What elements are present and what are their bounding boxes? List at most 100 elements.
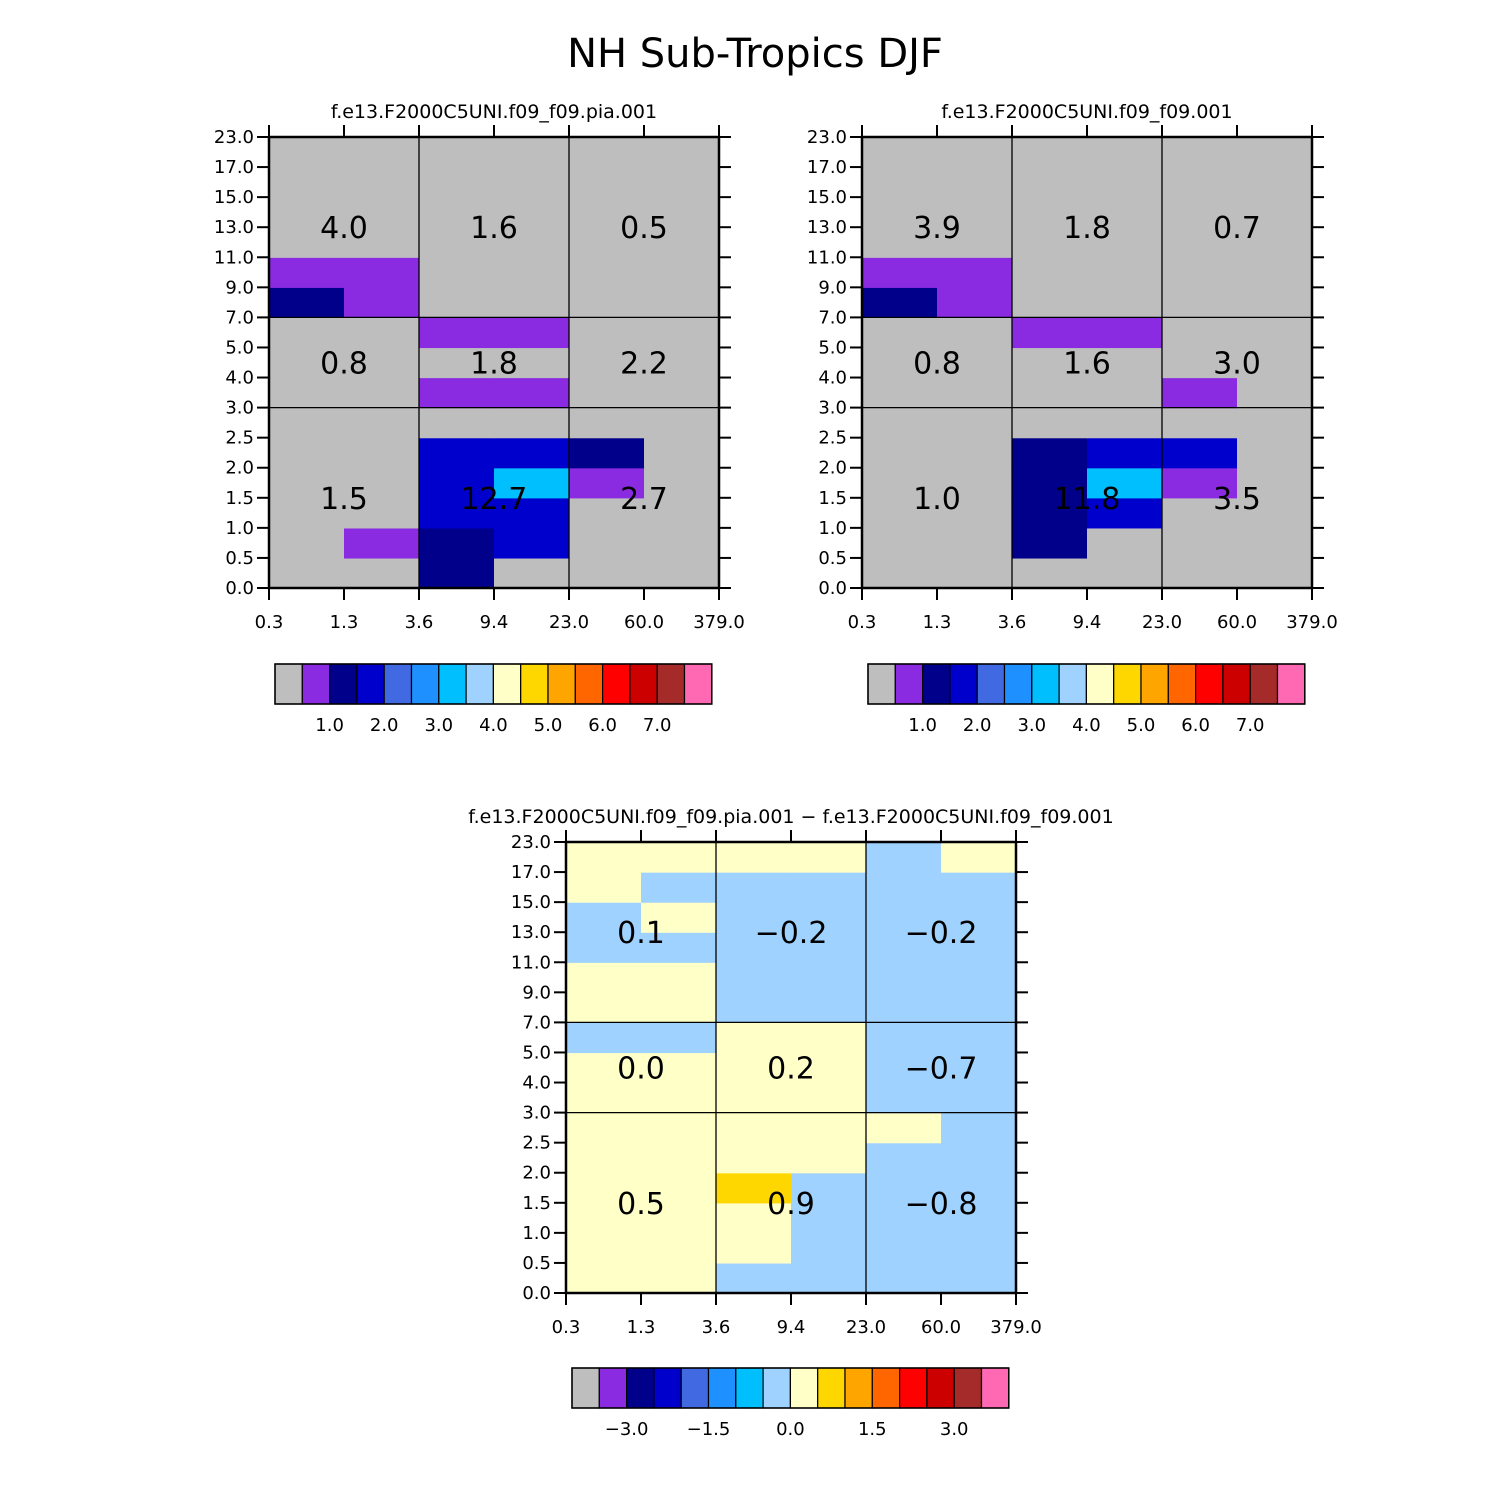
heatmap-cell — [494, 137, 570, 168]
heatmap-cell — [344, 197, 420, 228]
heatmap-cell — [866, 1022, 942, 1054]
heatmap-cell — [941, 1202, 1017, 1234]
heatmap-cell — [941, 902, 1017, 933]
heatmap-cell — [1012, 407, 1088, 439]
y-tick-label: 7.0 — [818, 307, 847, 328]
cell-value-label: 0.5 — [620, 211, 668, 246]
heatmap-cell — [494, 497, 570, 529]
heatmap-cell — [1087, 407, 1163, 439]
y-tick-label: 13.0 — [214, 217, 254, 238]
heatmap-cell — [494, 167, 570, 198]
colorbar-box — [762, 1367, 791, 1409]
heatmap-cell — [569, 527, 645, 559]
heatmap-cell — [1012, 167, 1088, 198]
colorbar-label: −1.5 — [687, 1419, 731, 1440]
heatmap-cell — [937, 527, 1013, 559]
heatmap-cell — [1012, 497, 1088, 529]
panel-3: f.e13.F2000C5UNI.f09_f09.pia.001 − f.e13… — [468, 806, 1113, 1440]
heatmap-cell — [269, 197, 345, 228]
heatmap-cell — [641, 1232, 717, 1264]
heatmap-cell — [866, 902, 942, 933]
heatmap-cell — [937, 557, 1013, 589]
heatmap-cell — [344, 527, 420, 559]
heatmap-cell — [1237, 227, 1313, 258]
colorbar-box — [274, 663, 303, 705]
heatmap-cell — [1087, 317, 1163, 349]
heatmap-cell — [862, 497, 938, 529]
colorbar-box — [1276, 663, 1306, 705]
heatmap-cell — [1162, 527, 1238, 559]
cell-value-label: 1.8 — [470, 347, 518, 382]
heatmap-cell — [644, 287, 720, 318]
heatmap-cell — [269, 527, 345, 559]
heatmap-cell — [941, 932, 1017, 963]
y-tick-label: 23.0 — [511, 832, 551, 853]
heatmap-cell — [569, 497, 645, 529]
colorbar-label: 6.0 — [588, 715, 617, 736]
heatmap-cell — [862, 137, 938, 168]
heatmap-cell — [716, 1142, 792, 1174]
heatmap-cell — [1162, 437, 1238, 469]
heatmap-cell — [791, 1142, 867, 1174]
heatmap-cell — [716, 992, 792, 1023]
heatmap-cell — [566, 962, 642, 993]
y-tick-label: 13.0 — [511, 922, 551, 943]
figure-title: NH Sub-Tropics DJF — [567, 31, 943, 77]
colorbar: −3.0 −1.5 0.0 1.5 3.0 — [571, 1367, 1010, 1440]
heatmap-cell — [419, 167, 495, 198]
heatmap-cell — [419, 137, 495, 168]
y-tick-label: 3.0 — [522, 1103, 551, 1124]
colorbar-box — [1031, 663, 1060, 705]
heatmap-cell — [569, 437, 645, 469]
heatmap-cell — [791, 1082, 867, 1114]
colorbar-box — [926, 1367, 955, 1409]
heatmap-cell — [569, 347, 645, 379]
heatmap-cell — [641, 1112, 717, 1144]
heatmap-cell — [566, 1262, 642, 1294]
x-tick-label: 60.0 — [921, 1317, 961, 1338]
cell-value-label: 1.8 — [1063, 211, 1111, 246]
heatmap-cell — [419, 227, 495, 258]
heatmap-cell — [1162, 197, 1238, 228]
heatmap-cell — [269, 257, 345, 288]
colorbar-box — [953, 1367, 983, 1409]
y-tick-label: 2.0 — [522, 1163, 551, 1184]
heatmap-cell — [862, 287, 938, 318]
heatmap-cell — [269, 377, 345, 409]
y-tick-label: 2.0 — [225, 458, 254, 479]
heatmap-cell — [569, 317, 645, 349]
y-tick-label: 7.0 — [225, 307, 254, 328]
heatmap-cell — [569, 257, 645, 288]
heatmap-cell — [419, 287, 495, 318]
heatmap-cell — [566, 932, 642, 963]
heatmap-cell — [641, 872, 717, 903]
y-tick-label: 1.5 — [522, 1193, 551, 1214]
heatmap-cell — [941, 1172, 1017, 1204]
heatmap-cell — [716, 962, 792, 993]
y-tick-label: 17.0 — [214, 157, 254, 178]
cell-value-label: 1.6 — [470, 211, 518, 246]
x-tick-label: 0.3 — [848, 612, 877, 633]
colorbar-label: 4.0 — [1072, 715, 1101, 736]
colorbar-box — [492, 663, 522, 705]
colorbar-label: 4.0 — [479, 715, 508, 736]
panel-1: f.e13.F2000C5UNI.f09_f09.pia.001 0.0 0.5 1.… — [214, 101, 745, 736]
heatmap-cell — [344, 227, 420, 258]
cell-value-label: 0.9 — [767, 1187, 815, 1222]
heatmap-cell — [937, 287, 1013, 318]
heatmap-cell — [1237, 137, 1313, 168]
cell-value-label: 3.0 — [1213, 347, 1261, 382]
y-tick-label: 1.5 — [225, 488, 254, 509]
heatmap-cell — [1237, 377, 1313, 409]
heatmap-cell — [862, 257, 938, 288]
heatmap-cell — [791, 962, 867, 993]
colorbar-box — [789, 1367, 819, 1409]
panels: f.e13.F2000C5UNI.f09_f09.pia.001 0.0 0.5 1.… — [214, 101, 1338, 1440]
heatmap-cell — [344, 407, 420, 439]
heatmap-cell — [866, 932, 942, 963]
heatmap-cell — [269, 347, 345, 379]
heatmap-cell — [569, 407, 645, 439]
y-tick-label: 0.5 — [522, 1253, 551, 1274]
heatmap-cell — [569, 467, 645, 499]
y-tick-label: 17.0 — [807, 157, 847, 178]
